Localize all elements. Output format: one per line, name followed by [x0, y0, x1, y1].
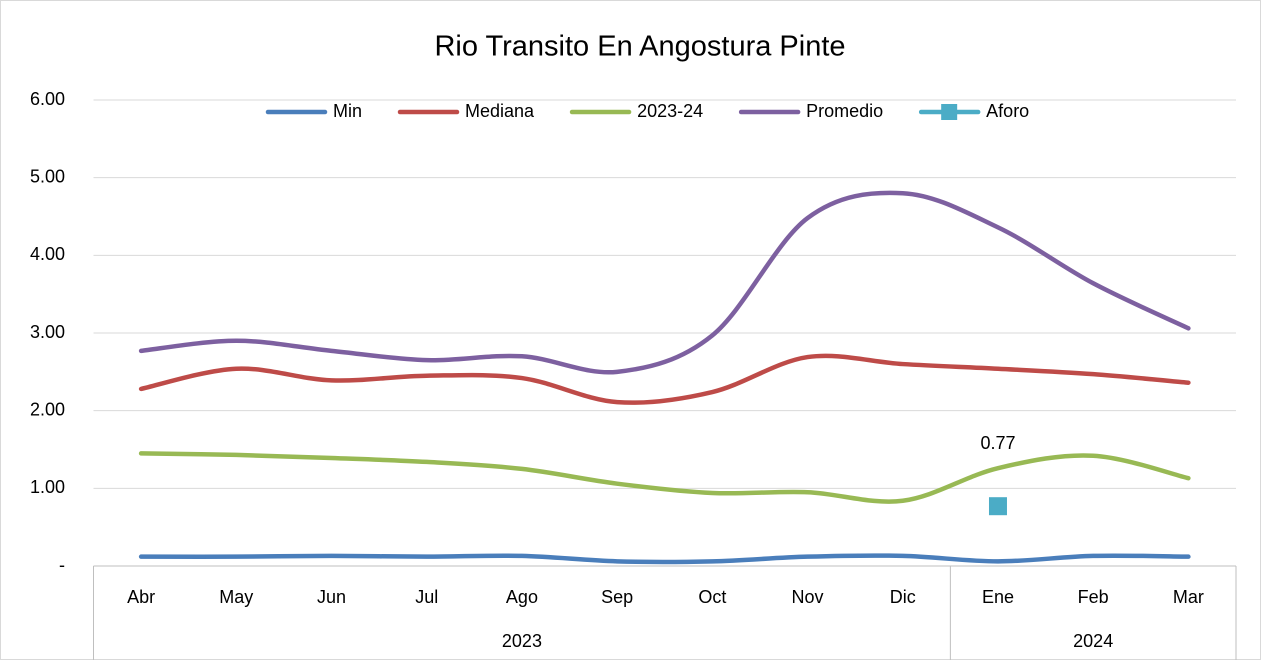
series-line	[138, 190, 1191, 375]
x-tick-label: Mar	[1173, 587, 1204, 607]
group-label: 2024	[1073, 631, 1113, 651]
data-label: 0.77	[980, 433, 1015, 453]
x-tick-label: Sep	[601, 587, 633, 607]
y-tick-label: 1.00	[30, 477, 65, 497]
y-tick-label: 5.00	[30, 166, 65, 186]
series-line	[138, 553, 1191, 565]
y-tick-label: 6.00	[30, 89, 65, 109]
x-tick-label: Ago	[506, 587, 538, 607]
x-tick-label: Nov	[792, 587, 824, 607]
chart-title: Rio Transito En Angostura Pinte	[434, 31, 845, 63]
series-line	[138, 353, 1191, 405]
legend-label: Promedio	[806, 101, 883, 121]
legend-label: Mediana	[465, 101, 535, 121]
x-tick-label: Ene	[982, 587, 1014, 607]
legend-label: Aforo	[986, 101, 1029, 121]
x-tick-label: Abr	[127, 587, 155, 607]
x-tick-label: Jul	[415, 587, 438, 607]
x-tick-label: May	[219, 587, 253, 607]
legend-label: Min	[333, 101, 362, 121]
y-tick-label: 3.00	[30, 322, 65, 342]
y-tick-label: 4.00	[30, 244, 65, 264]
x-tick-label: Oct	[698, 587, 726, 607]
marker	[988, 497, 1007, 516]
series-line	[138, 451, 1191, 504]
x-tick-label: Dic	[890, 587, 916, 607]
x-tick-label: Feb	[1078, 587, 1109, 607]
x-tick-label: Jun	[317, 587, 346, 607]
y-tick-label: -	[59, 555, 65, 575]
y-tick-label: 2.00	[30, 399, 65, 419]
legend-marker	[941, 104, 958, 120]
group-label: 2023	[502, 631, 542, 651]
legend-label: 2023-24	[637, 101, 703, 121]
